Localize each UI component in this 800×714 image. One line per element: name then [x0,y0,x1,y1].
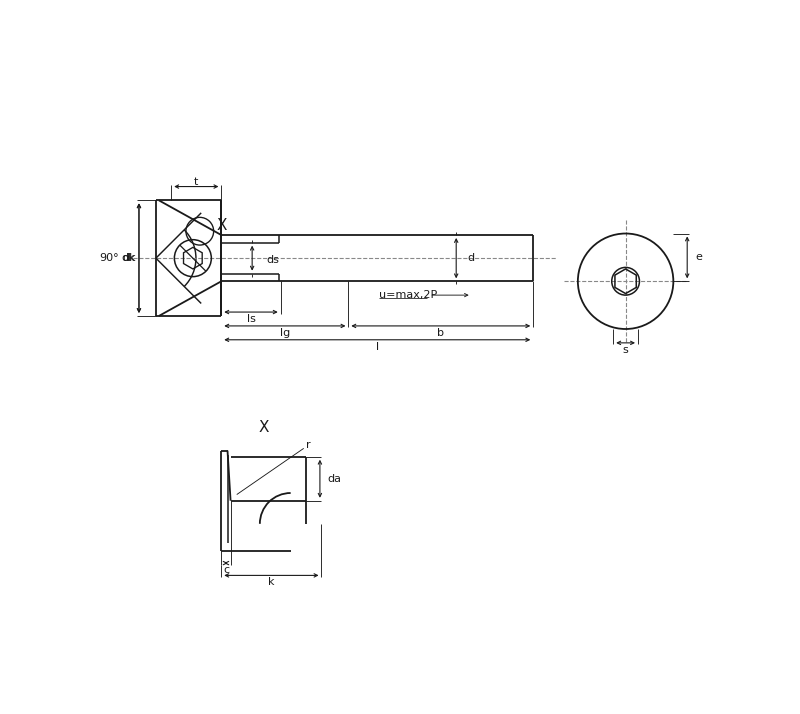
Text: c: c [223,565,229,575]
Text: l: l [376,342,379,352]
Text: lg: lg [280,328,290,338]
Text: X: X [258,420,269,435]
Text: dk: dk [122,253,136,263]
Text: u=max,2P: u=max,2P [379,290,438,300]
Text: e: e [695,252,702,262]
Text: 90°: 90° [99,253,119,263]
Text: X: X [216,218,226,233]
Text: s: s [622,345,629,355]
Text: ds: ds [266,255,279,265]
Text: d: d [467,253,474,263]
Text: dk: dk [122,253,135,263]
Text: ls: ls [246,314,255,324]
Text: r: r [306,440,310,450]
Text: k: k [268,578,274,588]
Text: t: t [194,177,198,187]
Text: b: b [438,328,444,338]
Text: da: da [328,474,342,484]
